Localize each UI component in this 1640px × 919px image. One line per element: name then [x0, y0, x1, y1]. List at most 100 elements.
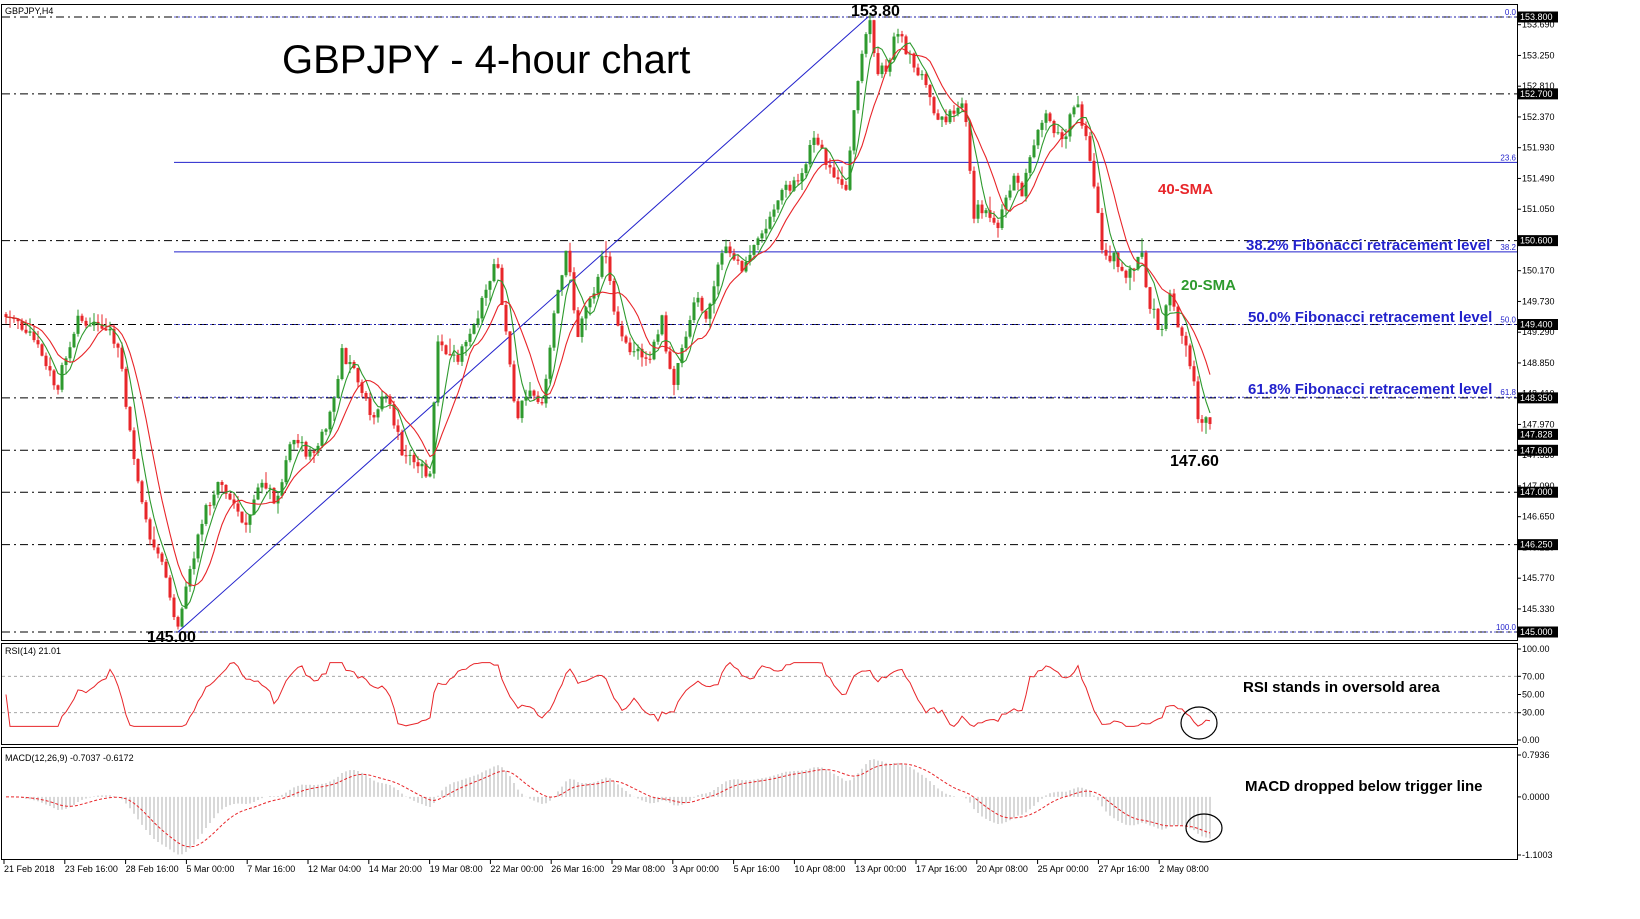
- candle-bear: [1188, 345, 1192, 367]
- candle-bear: [872, 20, 876, 54]
- candle-bull: [60, 365, 64, 390]
- candle-bull: [252, 499, 256, 515]
- candle-bull: [1204, 417, 1208, 423]
- candle-bear: [44, 355, 48, 367]
- candle-bear: [1060, 132, 1064, 140]
- candle-bull: [332, 398, 336, 412]
- price-box-label: 146.250: [1520, 540, 1553, 550]
- candle-bear: [736, 259, 740, 261]
- price-box: [1518, 235, 1558, 247]
- price-box: [1518, 539, 1558, 551]
- candle-bear: [56, 385, 60, 390]
- candle-bull: [808, 144, 812, 165]
- trend-lines: [177, 16, 869, 633]
- price-box-label: 152.700: [1520, 89, 1553, 99]
- price-box: [1518, 486, 1558, 498]
- candle-bear: [176, 617, 180, 627]
- candle-bull: [520, 400, 524, 419]
- candle-bull: [64, 358, 68, 366]
- candle-bull: [476, 318, 480, 325]
- candle-bull: [376, 409, 380, 418]
- price-tick-label: 145.330: [1522, 604, 1555, 614]
- candle-bear: [672, 368, 676, 385]
- candle-bull: [216, 482, 220, 495]
- candle-bear: [404, 455, 408, 457]
- candle-bear: [616, 311, 620, 326]
- candle-bear: [40, 344, 44, 356]
- price-tick-label: 152.810: [1522, 81, 1555, 91]
- candle-bull: [76, 315, 80, 334]
- candle-bull: [712, 286, 716, 304]
- candle-bear: [836, 177, 840, 180]
- candle-bear: [504, 304, 508, 332]
- candle-bear: [1020, 182, 1024, 197]
- price-axis: 153.690 153.250 152.810 152.370 151.930 151.4…: [1517, 11, 1558, 638]
- candle-bull: [292, 439, 296, 445]
- candle-bull: [856, 81, 860, 111]
- candle-bear: [116, 343, 120, 348]
- candle-bear: [160, 553, 164, 562]
- price-tick-label: 151.930: [1522, 143, 1555, 153]
- candle-bear: [412, 454, 416, 463]
- candle-bear: [612, 280, 616, 312]
- candle-bear: [820, 144, 824, 149]
- candle-bull: [960, 103, 964, 108]
- candle-bull: [1064, 136, 1068, 140]
- candle-bull: [1068, 114, 1072, 137]
- candle-bear: [312, 451, 316, 453]
- candle-bull: [1004, 197, 1008, 210]
- candle-bull: [260, 482, 264, 488]
- candle-bear: [732, 253, 736, 260]
- sma20-label: 20-SMA: [1181, 277, 1236, 294]
- price-tick-label: 147.090: [1522, 481, 1555, 491]
- candle-bull: [72, 333, 76, 348]
- candle-bear: [1048, 113, 1052, 121]
- candle-bull: [284, 460, 288, 483]
- macd-tick-label: 0.7936: [1522, 750, 1550, 760]
- candle-bull: [204, 505, 208, 524]
- candle-bull: [1072, 107, 1076, 115]
- candle-bull: [580, 318, 584, 337]
- candle-bull: [892, 36, 896, 60]
- candle-bear: [1172, 293, 1176, 307]
- candle-bear: [1156, 308, 1160, 330]
- fib-50-annotation: 50.0% Fibonacci retracement level: [1248, 309, 1492, 326]
- time-tick-label: 19 Mar 08:00: [430, 864, 483, 874]
- rsi-annotation: RSI stands in oversold area: [1243, 679, 1440, 696]
- candle-bear: [972, 170, 976, 219]
- candle-bear: [576, 310, 580, 337]
- candle-bear: [444, 345, 448, 355]
- candle-bull: [1056, 132, 1060, 134]
- candle-bear: [832, 167, 836, 178]
- candle-bull: [1076, 104, 1080, 108]
- candle-bear: [1088, 136, 1092, 161]
- candle-bear: [416, 462, 420, 467]
- price-pane-frame: [1, 4, 1518, 641]
- candle-bear: [1148, 287, 1152, 309]
- candle-bull: [488, 281, 492, 290]
- candle-bull: [276, 495, 280, 504]
- candle-bear: [356, 368, 360, 383]
- candle-bear: [164, 561, 168, 578]
- price-box: [1518, 626, 1558, 638]
- price-box-label: 153.800: [1520, 12, 1553, 22]
- price-tick-label: 147.970: [1522, 419, 1555, 429]
- candle-bull: [776, 200, 780, 210]
- rsi-tick-label: 70.00: [1522, 671, 1545, 681]
- time-tick-label: 29 Mar 08:00: [612, 864, 665, 874]
- fib-ratio-label: 0.0: [1505, 8, 1517, 17]
- candle-bull: [420, 463, 424, 467]
- sma40-line: [5, 47, 1211, 587]
- candle-bull: [340, 348, 344, 380]
- candle-bull: [432, 402, 436, 474]
- candle-bear: [112, 328, 116, 344]
- price-tick-label: 149.730: [1522, 296, 1555, 306]
- candle-bear: [244, 522, 248, 525]
- recent-low-label: 147.60: [1170, 453, 1219, 470]
- price-box: [1518, 319, 1558, 330]
- price-box-label: 147.828: [1520, 429, 1553, 439]
- candle-bull: [560, 275, 564, 290]
- candle-bull: [716, 264, 720, 287]
- candle-bull: [552, 313, 556, 348]
- candle-bear: [264, 482, 268, 489]
